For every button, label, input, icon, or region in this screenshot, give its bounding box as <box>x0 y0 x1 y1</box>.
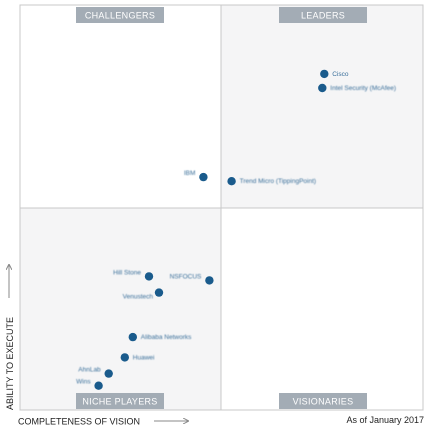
vendor-point <box>227 177 236 186</box>
vendor-point <box>320 69 329 79</box>
quadrant-challengers-bg <box>20 5 221 208</box>
vendor-label: Intel Security (McAfee) <box>330 85 396 92</box>
vendor-label: Huawei <box>133 354 155 361</box>
visionaries-tag <box>279 393 367 409</box>
vendor-label: Wins <box>76 379 91 386</box>
quadrant-niche-bg <box>20 208 221 410</box>
vendor-label: Trend Micro (TippingPoint) <box>240 178 316 185</box>
niche-players-tag <box>76 393 164 409</box>
leaders-label: LEADERS <box>301 11 345 21</box>
y-axis-label: ABILITY TO EXECUTE <box>5 317 15 410</box>
x-axis-label: COMPLETENESS OF VISION <box>18 417 140 427</box>
niche-players-label: NICHE PLAYERS <box>82 397 157 407</box>
data-points: Cisco Intel Security (McAfee) IBM Trend Mic… <box>76 69 396 390</box>
vendor-label: IBM <box>184 170 196 177</box>
vendor-point <box>120 353 129 362</box>
as-of-date: As of January 2017 <box>346 415 424 425</box>
challengers-tag <box>76 7 164 23</box>
leaders-tag <box>279 7 367 23</box>
vendor-point <box>205 276 214 285</box>
challengers-label: CHALLENGERS <box>85 11 155 21</box>
vendor-point <box>318 83 327 93</box>
vendor-label: Alibaba Networks <box>141 334 192 341</box>
vendor-point <box>144 272 154 281</box>
vendor-label: Venustech <box>123 294 154 301</box>
visionaries-label: VISIONARIES <box>293 397 354 407</box>
vendor-point <box>128 332 137 342</box>
vendor-label: Hill Stone <box>113 269 141 276</box>
vendor-point <box>104 369 113 378</box>
quadrant-leaders-bg <box>221 5 423 208</box>
quadrant-visionaries-bg <box>221 208 423 410</box>
vendor-label: NSFOCUS <box>170 273 202 280</box>
vendor-point <box>199 172 208 182</box>
vendor-point <box>154 288 164 297</box>
vendor-label: AhnLab <box>78 367 101 374</box>
vendor-point <box>94 381 103 390</box>
vendor-label: Cisco <box>332 71 349 78</box>
